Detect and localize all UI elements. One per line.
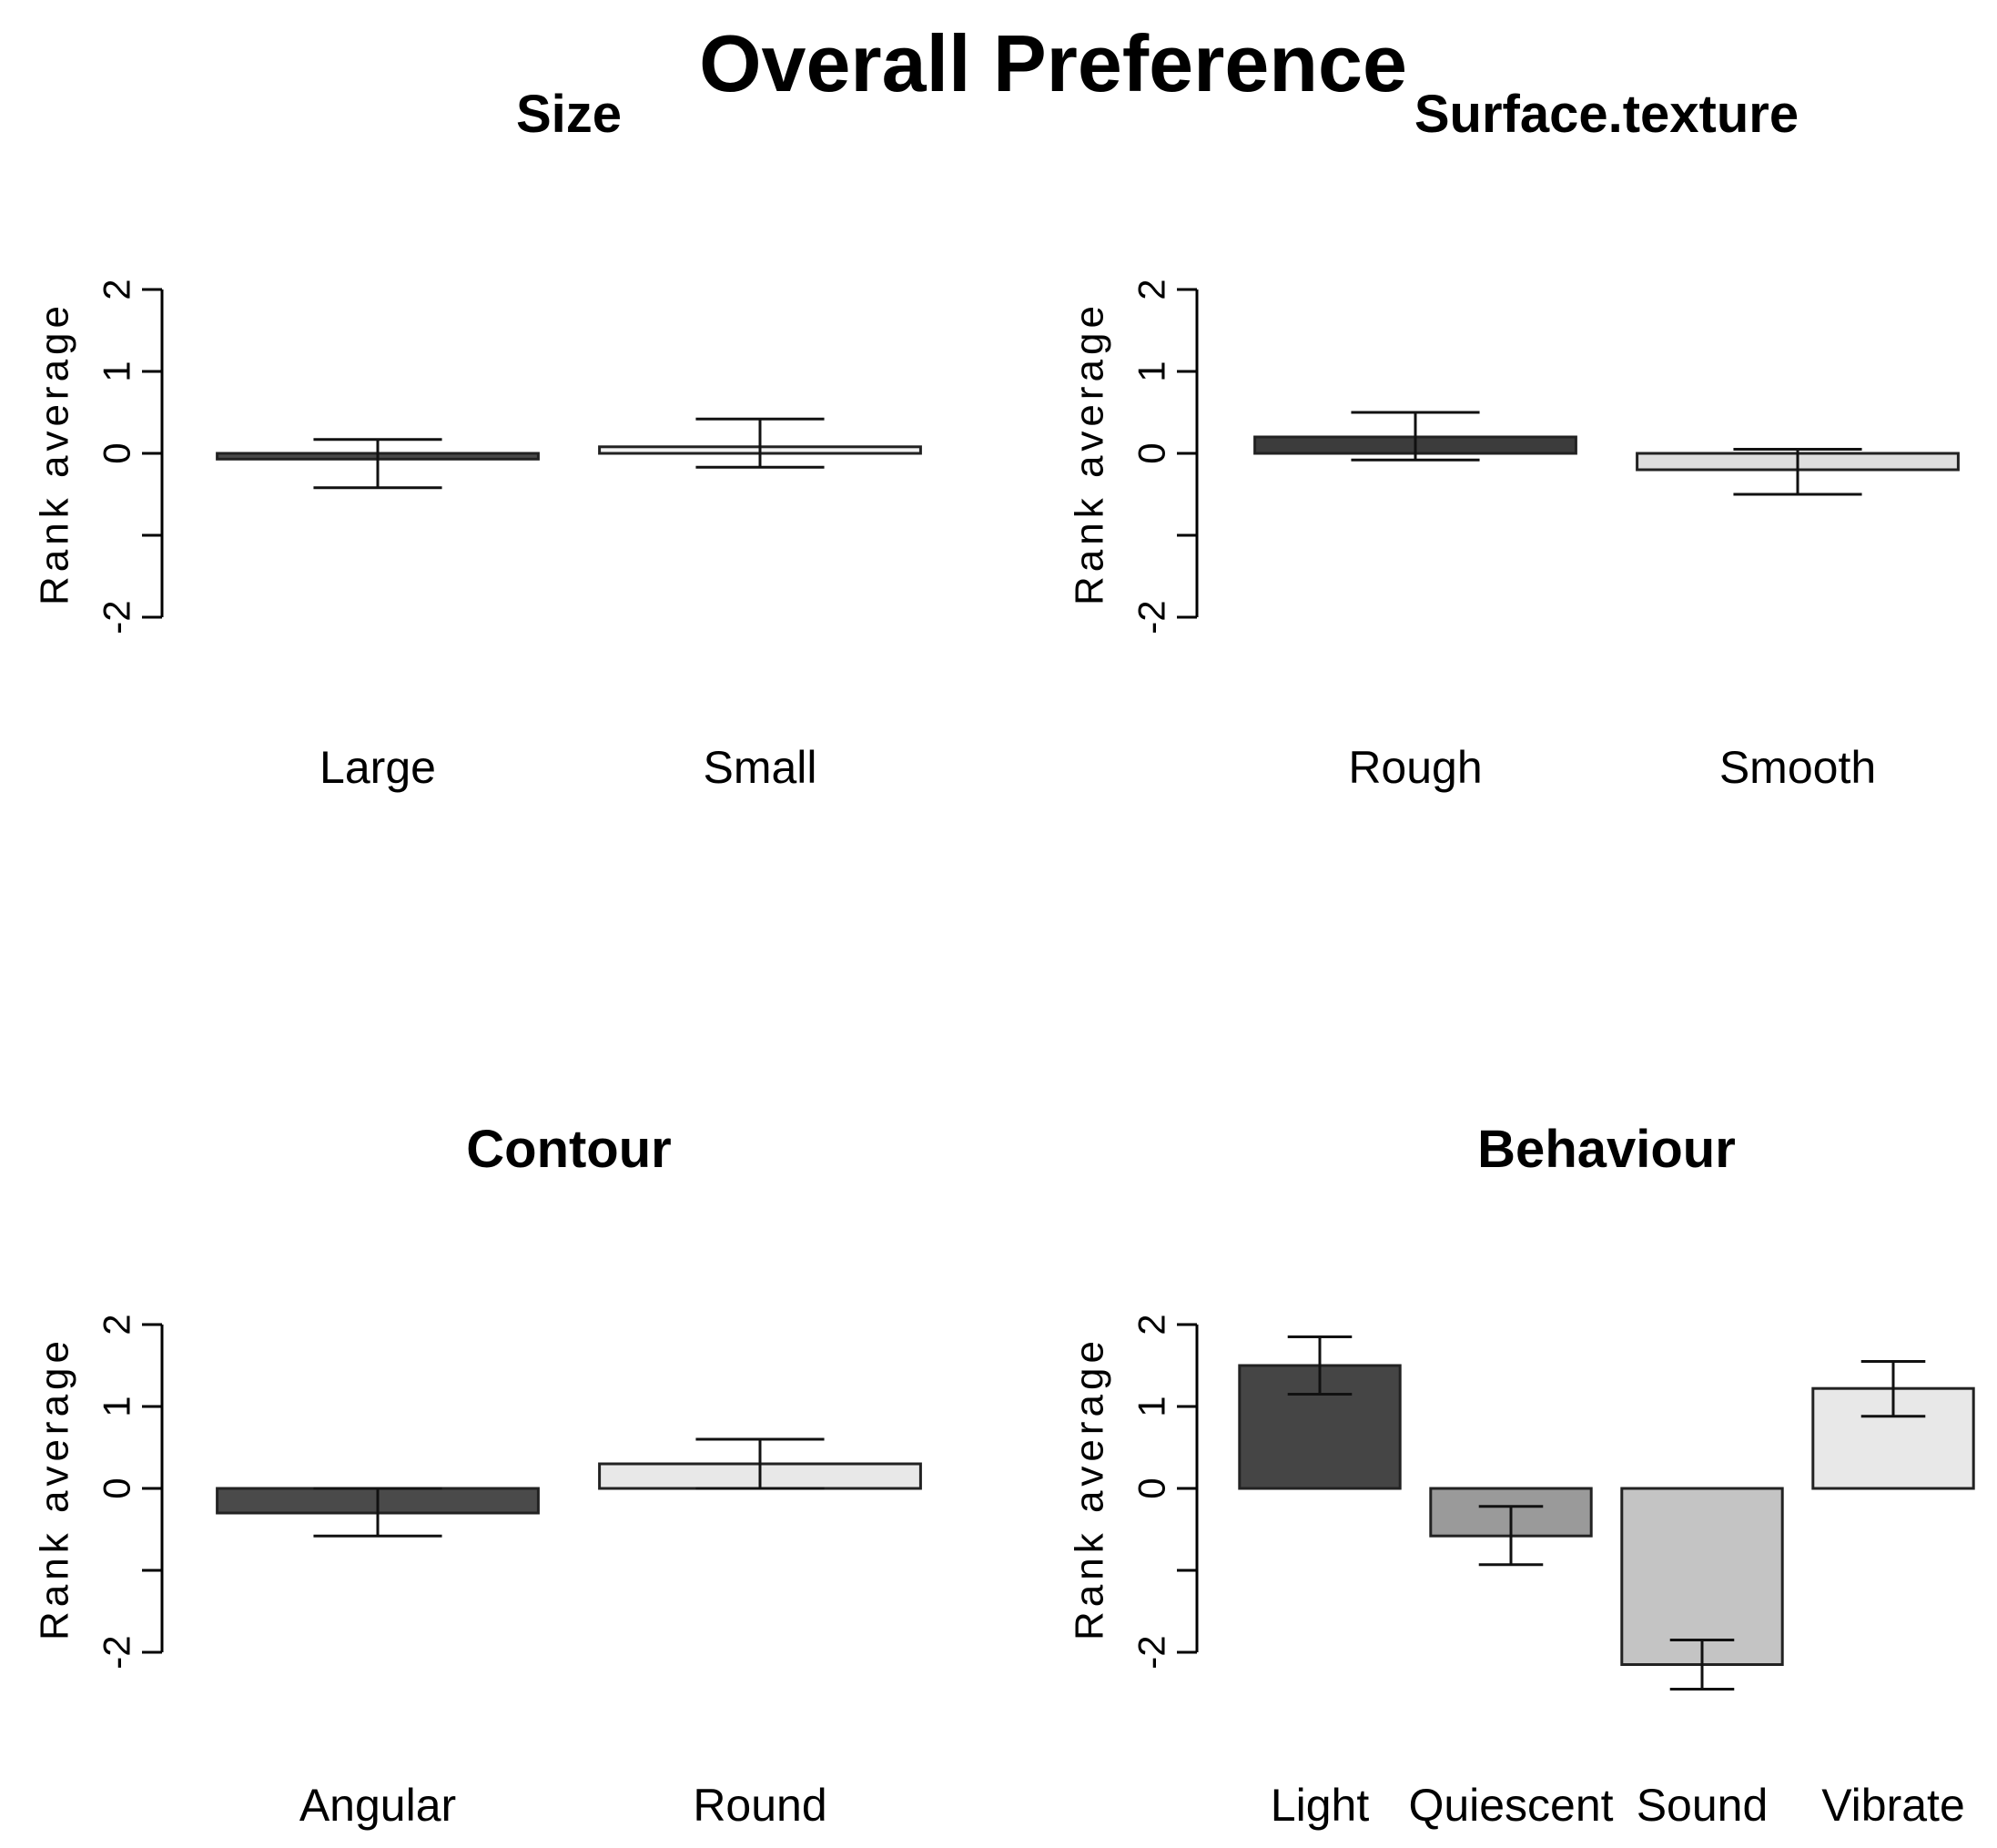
- bar-sound: [1620, 1487, 1784, 1666]
- category-label-small: Small: [703, 742, 816, 793]
- category-label-large: Large: [319, 742, 436, 793]
- category-label-angular: Angular: [299, 1780, 456, 1831]
- category-label-vibrate: Vibrate: [1821, 1780, 1965, 1831]
- panel-1: Size 2 1 0 -2 Rank average Large Small: [33, 85, 922, 793]
- y-tick-label: 1: [96, 360, 138, 381]
- y-tick-label: 2: [96, 1314, 138, 1335]
- y-tick-label: -2: [1130, 1635, 1173, 1669]
- category-label-sound: Sound: [1637, 1780, 1769, 1831]
- category-label-smooth: Smooth: [1719, 742, 1876, 793]
- main-title: Overall Preference: [699, 18, 1407, 108]
- y-tick-label: 1: [96, 1396, 138, 1416]
- panel-title: Contour: [466, 1120, 672, 1179]
- panel-2: Surface.texture 2 1 0 -2 Rank average Rough Smo…: [1068, 85, 1960, 793]
- y-tick-label: 0: [1130, 1477, 1173, 1498]
- y-axis-label: Rank average: [33, 1336, 77, 1640]
- panel-title: Behaviour: [1477, 1120, 1736, 1179]
- y-axis-label: Rank average: [1068, 1336, 1112, 1640]
- y-tick-label: 0: [96, 442, 138, 463]
- category-label-quiescent: Quiescent: [1408, 1780, 1613, 1831]
- y-tick-label: -2: [1130, 600, 1173, 634]
- category-label-round: Round: [693, 1780, 826, 1831]
- panel-3: Contour 2 1 0 -2 Rank average Angular Round: [33, 1120, 922, 1831]
- y-tick-label: 0: [1130, 442, 1173, 463]
- panel-title: Surface.texture: [1414, 85, 1799, 144]
- y-tick-label: 2: [1130, 1314, 1173, 1335]
- category-label-rough: Rough: [1348, 742, 1482, 793]
- y-tick-label: 1: [1130, 1396, 1173, 1416]
- y-tick-label: -2: [96, 1635, 138, 1669]
- y-tick-label: -2: [96, 600, 138, 634]
- y-tick-label: 2: [1130, 279, 1173, 300]
- y-axis-label: Rank average: [1068, 301, 1112, 605]
- category-label-light: Light: [1271, 1780, 1370, 1831]
- y-tick-label: 1: [1130, 360, 1173, 381]
- panel-4: Behaviour 2 1 0 -2 Rank average Light Quiescent…: [1068, 1120, 1975, 1831]
- panel-title: Size: [516, 85, 622, 144]
- y-tick-label: 2: [96, 279, 138, 300]
- panels: Size 2 1 0 -2 Rank average Large Small Surface.t…: [33, 85, 1975, 1831]
- y-tick-label: 0: [96, 1477, 138, 1498]
- y-axis-label: Rank average: [33, 301, 77, 605]
